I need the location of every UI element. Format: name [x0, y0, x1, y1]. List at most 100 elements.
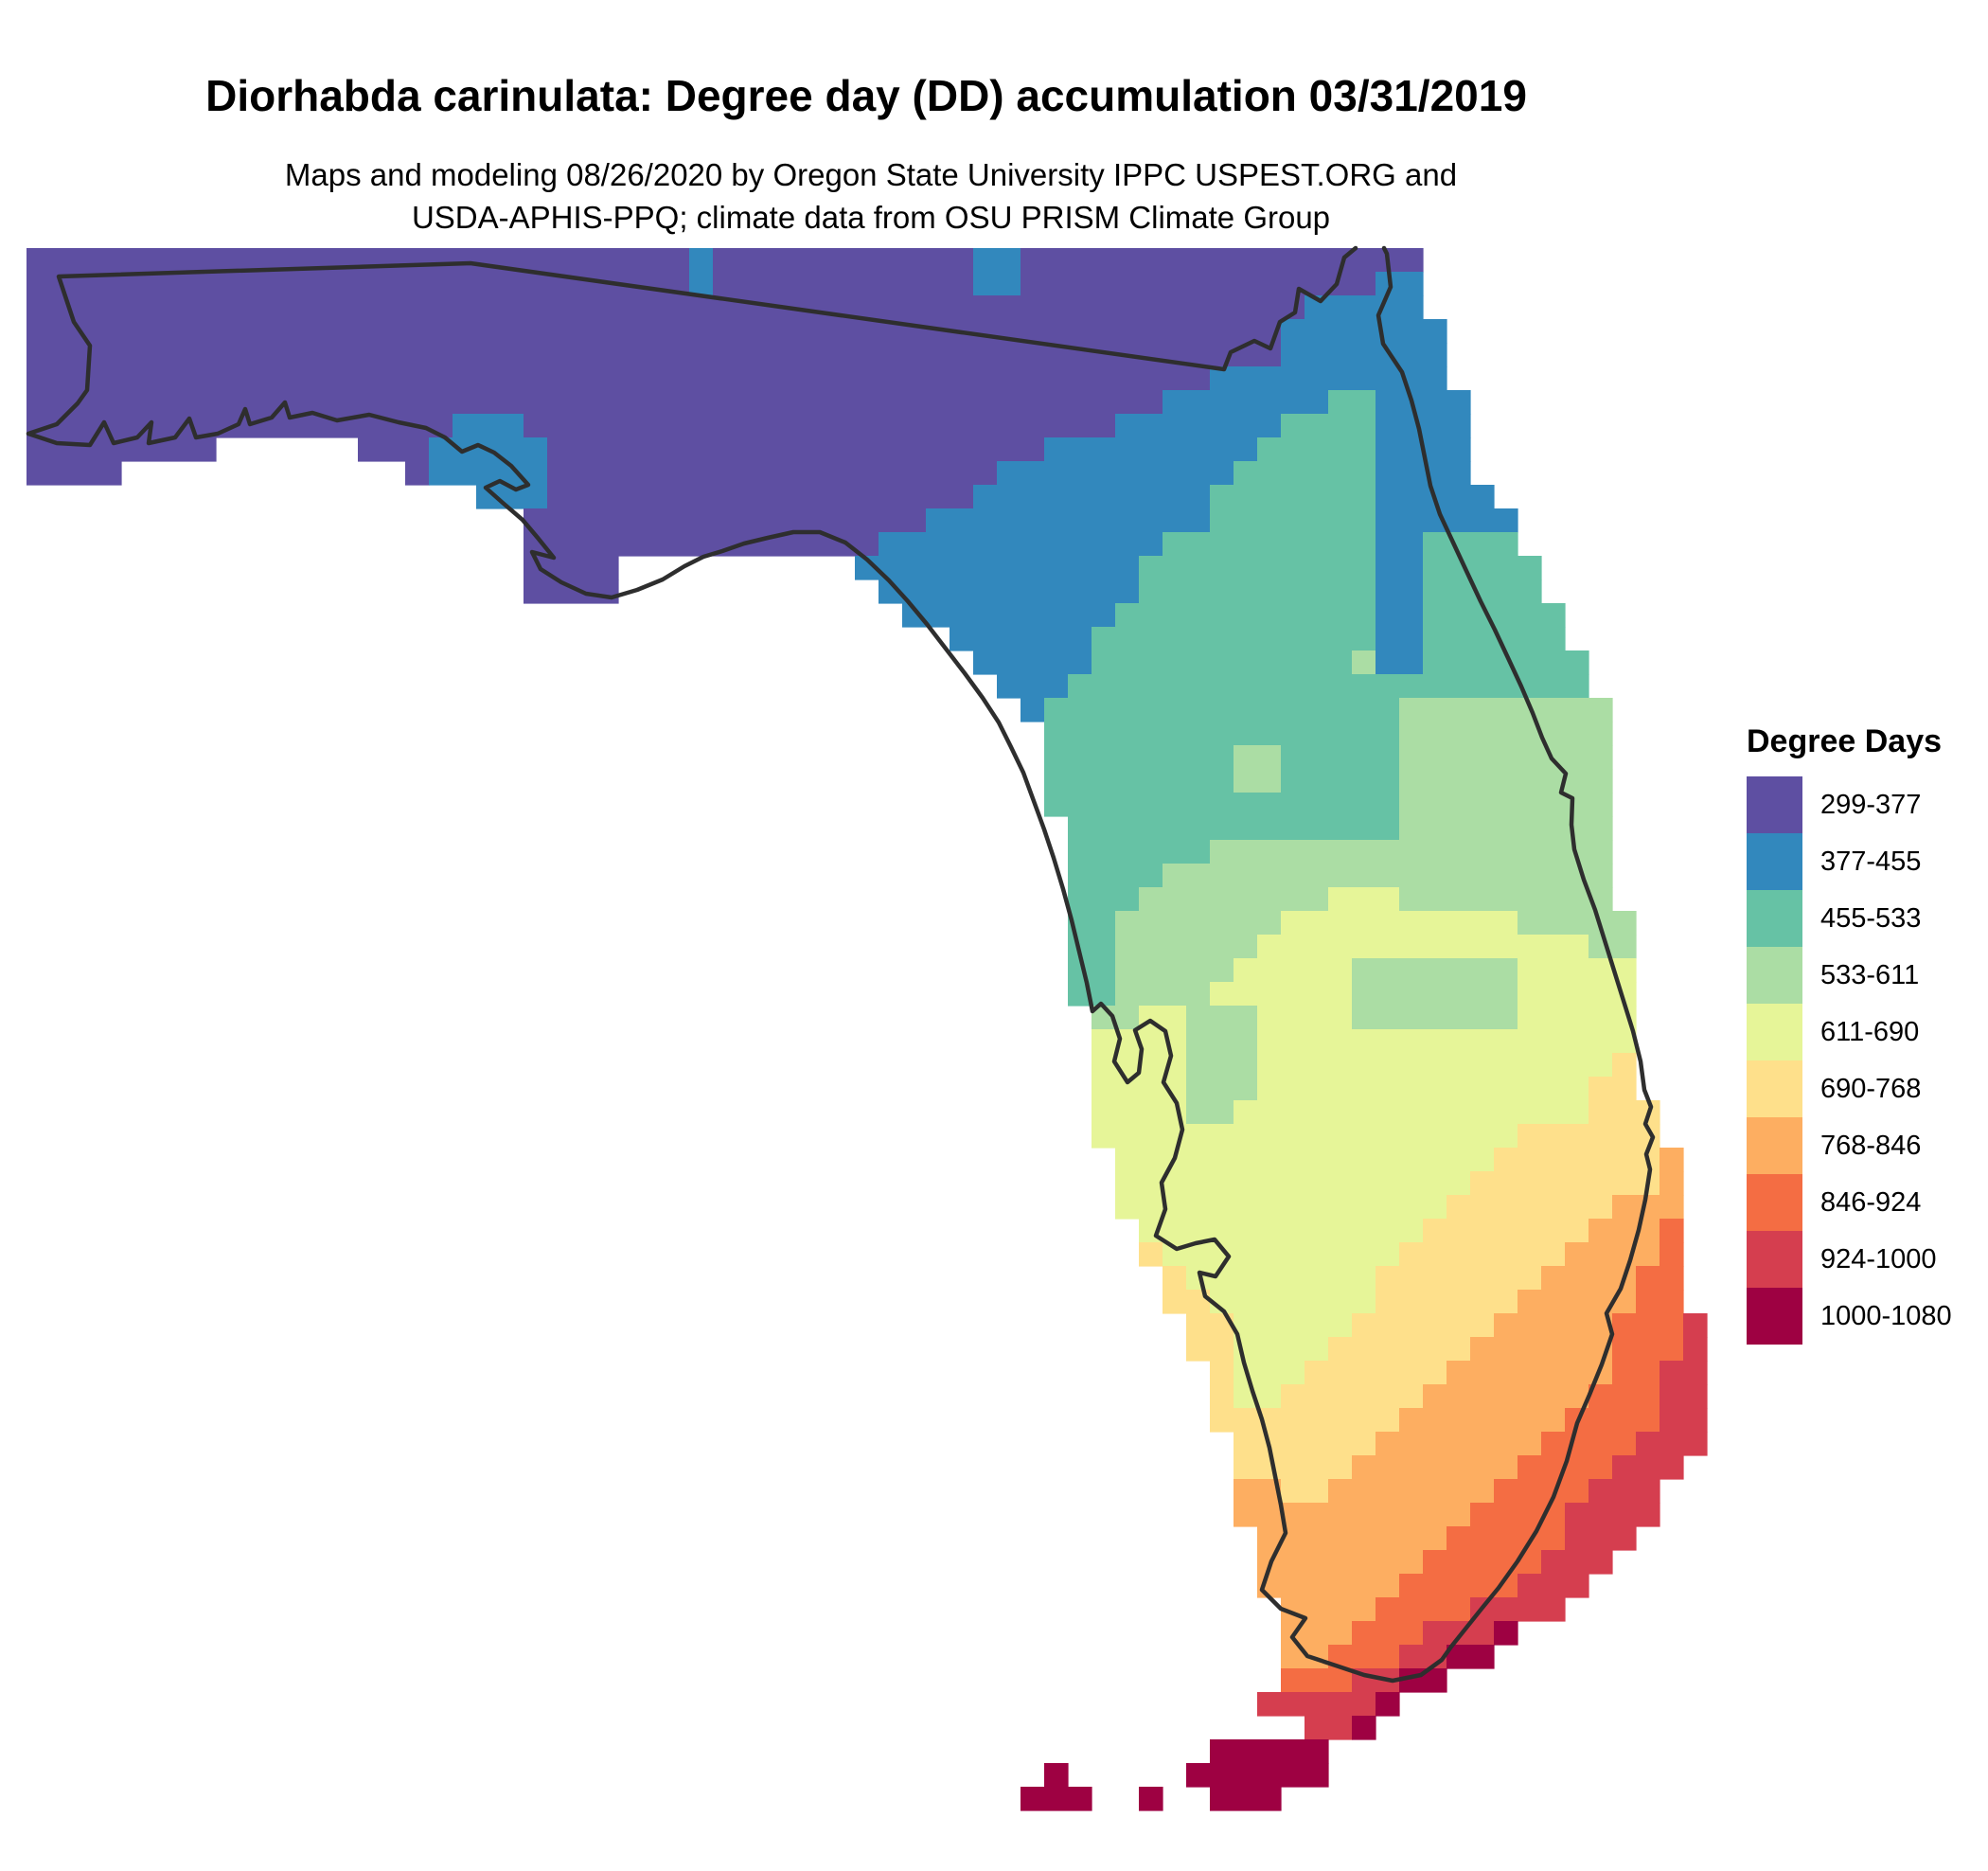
- legend-item: 533-611: [1747, 947, 1952, 1004]
- degree-day-raster: [27, 248, 1708, 1811]
- raster-run: [1589, 1384, 1660, 1409]
- raster-run: [1281, 1668, 1353, 1693]
- raster-run: [1163, 864, 1613, 888]
- raster-run: [358, 437, 430, 462]
- raster-run: [1352, 982, 1518, 1007]
- raster-run: [1092, 650, 1353, 675]
- raster-run: [926, 508, 1211, 533]
- raster-run: [1115, 935, 1258, 959]
- raster-run: [1352, 1455, 1518, 1480]
- raster-run: [1281, 1479, 1329, 1504]
- state-boundary-outline: [26, 245, 1656, 1684]
- legend-label: 377-455: [1820, 846, 1922, 877]
- raster-run: [1068, 864, 1163, 888]
- raster-run: [1068, 887, 1140, 912]
- raster-run: [524, 532, 879, 557]
- raster-run: [1376, 1692, 1400, 1717]
- raster-run: [1234, 461, 1376, 486]
- raster-run: [1447, 1645, 1495, 1669]
- raster-run: [1612, 1361, 1660, 1385]
- raster-run: [405, 461, 430, 486]
- raster-run: [1068, 840, 1211, 864]
- raster-run: [902, 603, 1116, 628]
- raster-run: [1234, 1455, 1353, 1480]
- raster-run: [1234, 1503, 1471, 1527]
- raster-run: [1257, 1053, 1613, 1078]
- raster-run: [1399, 698, 1613, 722]
- raster-run: [1305, 1716, 1353, 1740]
- raster-run: [1186, 1100, 1234, 1125]
- raster-run: [973, 485, 1211, 509]
- raster-run: [1494, 1621, 1518, 1646]
- raster-run: [1163, 1266, 1187, 1291]
- legend-label: 1000-1080: [1820, 1300, 1952, 1331]
- legend-swatch: [1747, 1231, 1802, 1288]
- raster-run: [1044, 1763, 1069, 1788]
- raster-run: [997, 461, 1234, 486]
- raster-run: [1281, 1597, 1376, 1622]
- raster-run: [1352, 650, 1376, 675]
- raster-run: [1565, 1503, 1660, 1527]
- raster-run: [1234, 1432, 1376, 1456]
- raster-run: [1376, 532, 1424, 557]
- legend-label: 924-1000: [1820, 1243, 1937, 1274]
- raster-run: [1518, 982, 1637, 1007]
- raster-run: [879, 579, 1140, 604]
- raster-run: [1234, 769, 1282, 793]
- raster-run: [1163, 532, 1376, 557]
- raster-run: [1186, 1763, 1329, 1788]
- raster-run: [1470, 1597, 1566, 1622]
- raster-run: [1021, 272, 1376, 296]
- raster-run: [1376, 272, 1424, 296]
- raster-run: [1234, 745, 1282, 770]
- raster-run: [1423, 603, 1566, 628]
- figure-title: Diorhabda carinulata: Degree day (DD) ac…: [205, 71, 1527, 120]
- raster-run: [1044, 698, 1400, 722]
- raster-run: [1328, 1479, 1495, 1504]
- raster-run: [1612, 1195, 1684, 1220]
- raster-run: [27, 461, 122, 486]
- raster-run: [1186, 1077, 1258, 1101]
- raster-run: [1281, 1621, 1353, 1646]
- legend-swatch: [1747, 1060, 1802, 1117]
- raster-run: [1210, 1290, 1376, 1314]
- raster-run: [1660, 1361, 1708, 1385]
- raster-run: [27, 390, 1163, 415]
- raster-run: [1565, 1526, 1637, 1551]
- raster-run: [1115, 603, 1376, 628]
- raster-run: [1257, 1550, 1424, 1575]
- raster-run: [1115, 982, 1211, 1007]
- legend-item: 690-768: [1747, 1060, 1952, 1117]
- raster-run: [1494, 1479, 1589, 1504]
- raster-run: [1186, 1337, 1234, 1362]
- raster-run: [973, 272, 1021, 296]
- raster-run: [1660, 1171, 1684, 1196]
- legend-swatch: [1747, 890, 1802, 947]
- figure-subtitle-line2: USDA-APHIS-PPQ; climate data from OSU PR…: [411, 200, 1331, 235]
- raster-run: [1518, 1006, 1637, 1030]
- raster-run: [1234, 1313, 1353, 1338]
- raster-run: [1305, 1361, 1447, 1385]
- raster-run: [1660, 1384, 1708, 1409]
- raster-run: [1447, 1361, 1613, 1385]
- raster-run: [1376, 1290, 1518, 1314]
- raster-run: [1612, 1455, 1684, 1480]
- legend-item: 455-533: [1747, 890, 1952, 947]
- raster-run: [1423, 579, 1542, 604]
- raster-run: [1186, 1006, 1258, 1030]
- raster-run: [1352, 1006, 1518, 1030]
- raster-run: [1399, 769, 1613, 793]
- raster-run: [27, 366, 1211, 391]
- legend-item: 377-455: [1747, 833, 1952, 890]
- raster-run: [453, 414, 524, 438]
- raster-run: [1139, 1787, 1163, 1811]
- raster-run: [1044, 793, 1400, 817]
- raster-run: [1399, 745, 1613, 770]
- raster-run: [27, 295, 1305, 320]
- raster-run: [1210, 1408, 1400, 1433]
- raster-run: [713, 248, 974, 273]
- raster-run: [524, 414, 1116, 438]
- raster-run: [1115, 1195, 1447, 1220]
- raster-run: [1068, 674, 1589, 699]
